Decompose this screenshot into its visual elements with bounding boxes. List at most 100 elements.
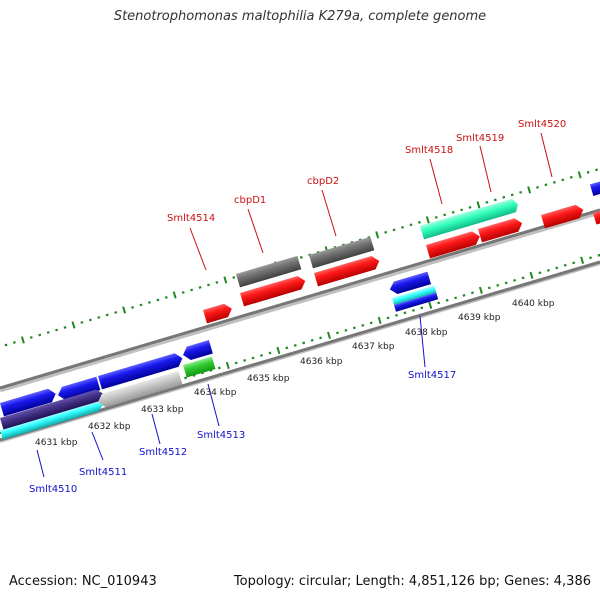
minor-tick <box>445 298 449 302</box>
minor-tick <box>470 291 474 295</box>
minor-tick <box>401 225 404 229</box>
gene-label-smlt4517[interactable]: Smlt4517 <box>408 370 456 381</box>
gene-arrow <box>0 401 104 440</box>
outer-tick-track <box>4 168 599 347</box>
minor-tick <box>392 228 396 232</box>
minor-tick <box>493 198 497 202</box>
gene-label-smlt4518[interactable]: Smlt4518 <box>405 145 453 156</box>
gene-label-cbpd2[interactable]: cbpD2 <box>307 176 339 187</box>
minor-tick <box>395 313 398 317</box>
gene-label-smlt4510[interactable]: Smlt4510 <box>29 484 77 495</box>
accession-text: Accession: NC_010943 <box>9 574 157 589</box>
major-tick <box>476 201 481 209</box>
minor-tick <box>454 296 458 300</box>
axis-label: 4632 kbp <box>88 422 131 432</box>
minor-tick <box>234 361 238 365</box>
minor-tick <box>417 220 421 224</box>
major-tick <box>71 321 76 329</box>
gene-label-smlt4511[interactable]: Smlt4511 <box>79 467 127 478</box>
gene-arrow <box>541 204 584 229</box>
axis-label: 4637 kbp <box>352 342 395 352</box>
minor-tick <box>207 283 210 287</box>
minor-tick <box>352 326 356 330</box>
minor-tick <box>544 183 548 187</box>
gene-arrow <box>0 388 56 417</box>
gene-label-smlt4519[interactable]: Smlt4519 <box>456 133 504 144</box>
minor-tick <box>504 281 508 285</box>
major-tick <box>276 346 281 355</box>
minor-tick <box>460 208 464 212</box>
backbone-track <box>0 208 600 390</box>
minor-tick <box>232 276 236 279</box>
minor-tick <box>538 271 542 275</box>
minor-tick <box>555 266 559 270</box>
gene-label-smlt4520[interactable]: Smlt4520 <box>518 119 566 130</box>
minor-tick <box>468 205 472 209</box>
minor-tick <box>4 343 8 347</box>
minor-tick <box>260 354 263 357</box>
minor-tick <box>513 278 517 282</box>
minor-tick <box>485 200 489 204</box>
minor-tick <box>181 291 185 294</box>
minor-tick <box>344 328 348 332</box>
minor-tick <box>29 336 33 339</box>
major-tick <box>375 231 380 239</box>
minor-tick <box>502 195 506 199</box>
minor-tick <box>569 175 573 179</box>
minor-tick <box>369 321 373 325</box>
feature-track <box>0 181 600 440</box>
gene-arrow <box>0 389 104 430</box>
minor-tick <box>443 213 447 217</box>
major-tick <box>223 276 228 284</box>
gene-arrow <box>314 255 380 287</box>
minor-tick <box>114 311 118 314</box>
major-tick <box>425 216 430 224</box>
minor-tick <box>164 296 168 299</box>
gene-label-cbpd1[interactable]: cbpD1 <box>234 195 266 206</box>
gene-label-smlt4514[interactable]: Smlt4514 <box>167 213 215 224</box>
minor-tick <box>88 318 92 322</box>
gene-arrow <box>203 303 232 324</box>
major-tick <box>580 256 585 264</box>
minor-tick <box>589 256 593 260</box>
minor-tick <box>462 293 466 297</box>
minor-tick <box>319 336 323 340</box>
minor-tick <box>510 193 514 197</box>
minor-tick <box>386 316 390 320</box>
major-tick <box>478 286 483 294</box>
axis-label: 4638 kbp <box>405 328 448 338</box>
axis-label: 4640 kbp <box>512 299 555 309</box>
major-tick <box>577 171 582 179</box>
major-tick <box>529 271 534 279</box>
minor-tick <box>563 263 567 267</box>
gene-arrow <box>98 353 183 390</box>
minor-tick <box>496 283 500 287</box>
backbone-track-shadow <box>0 209 600 393</box>
minor-tick <box>521 276 525 280</box>
minor-tick <box>46 331 50 334</box>
minor-tick <box>451 210 455 214</box>
minor-tick <box>561 178 565 182</box>
major-tick <box>428 301 433 309</box>
minor-tick <box>595 168 599 172</box>
minor-tick <box>519 190 523 194</box>
axis-label: 4639 kbp <box>458 313 501 323</box>
minor-tick <box>403 311 407 315</box>
minor-tick <box>63 326 67 329</box>
minor-tick <box>552 180 556 184</box>
gene-label-smlt4513[interactable]: Smlt4513 <box>197 430 245 441</box>
minor-tick <box>409 223 413 227</box>
gene-arrow <box>420 198 518 240</box>
map-title: Stenotrophomonas maltophilia K279a, comp… <box>113 9 487 24</box>
gene-label-smlt4512[interactable]: Smlt4512 <box>139 447 187 458</box>
minor-tick <box>310 338 314 342</box>
minor-tick <box>384 230 388 234</box>
minor-tick <box>38 333 42 337</box>
minor-tick <box>251 356 255 360</box>
minor-tick <box>190 288 194 292</box>
minor-tick <box>597 253 600 257</box>
gene-arrow <box>426 231 480 259</box>
major-tick <box>20 336 25 344</box>
axis-label: 4635 kbp <box>247 374 290 384</box>
